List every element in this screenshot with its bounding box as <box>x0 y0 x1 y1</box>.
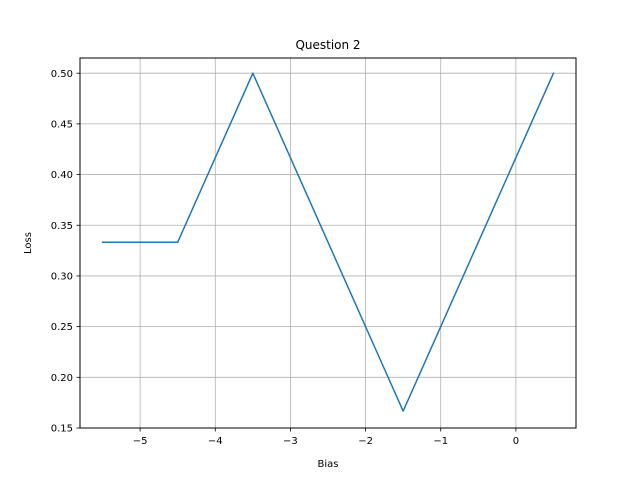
x-tick-label: −2 <box>358 436 373 447</box>
series-line-0 <box>101 72 555 412</box>
chart-title: Question 2 <box>295 38 360 52</box>
x-tick-label: −1 <box>433 436 448 447</box>
series-layer <box>101 72 555 412</box>
y-tick-label: 0.35 <box>51 221 73 232</box>
x-tick-label: 0 <box>513 436 519 447</box>
y-tick-label: 0.45 <box>51 119 73 130</box>
y-axis-label: Loss <box>23 232 34 254</box>
x-tick-label: −5 <box>133 436 148 447</box>
y-tick-label: 0.50 <box>51 69 73 80</box>
x-tick-label: −4 <box>208 436 223 447</box>
y-tick-label: 0.40 <box>51 170 73 181</box>
grid <box>80 58 576 429</box>
y-tick-label: 0.15 <box>51 424 73 435</box>
x-axis-label: Bias <box>318 459 339 470</box>
ticks: −5 −4 −3 −2 −1 0 0.15 0.20 0.25 0.30 0.35 0.40 0.45 0… <box>51 69 519 447</box>
y-tick-label: 0.20 <box>51 373 73 384</box>
y-tick-label: 0.25 <box>51 322 73 333</box>
y-tick-label: 0.30 <box>51 272 73 283</box>
plot-frame <box>79 57 577 429</box>
x-tick-label: −3 <box>283 436 298 447</box>
